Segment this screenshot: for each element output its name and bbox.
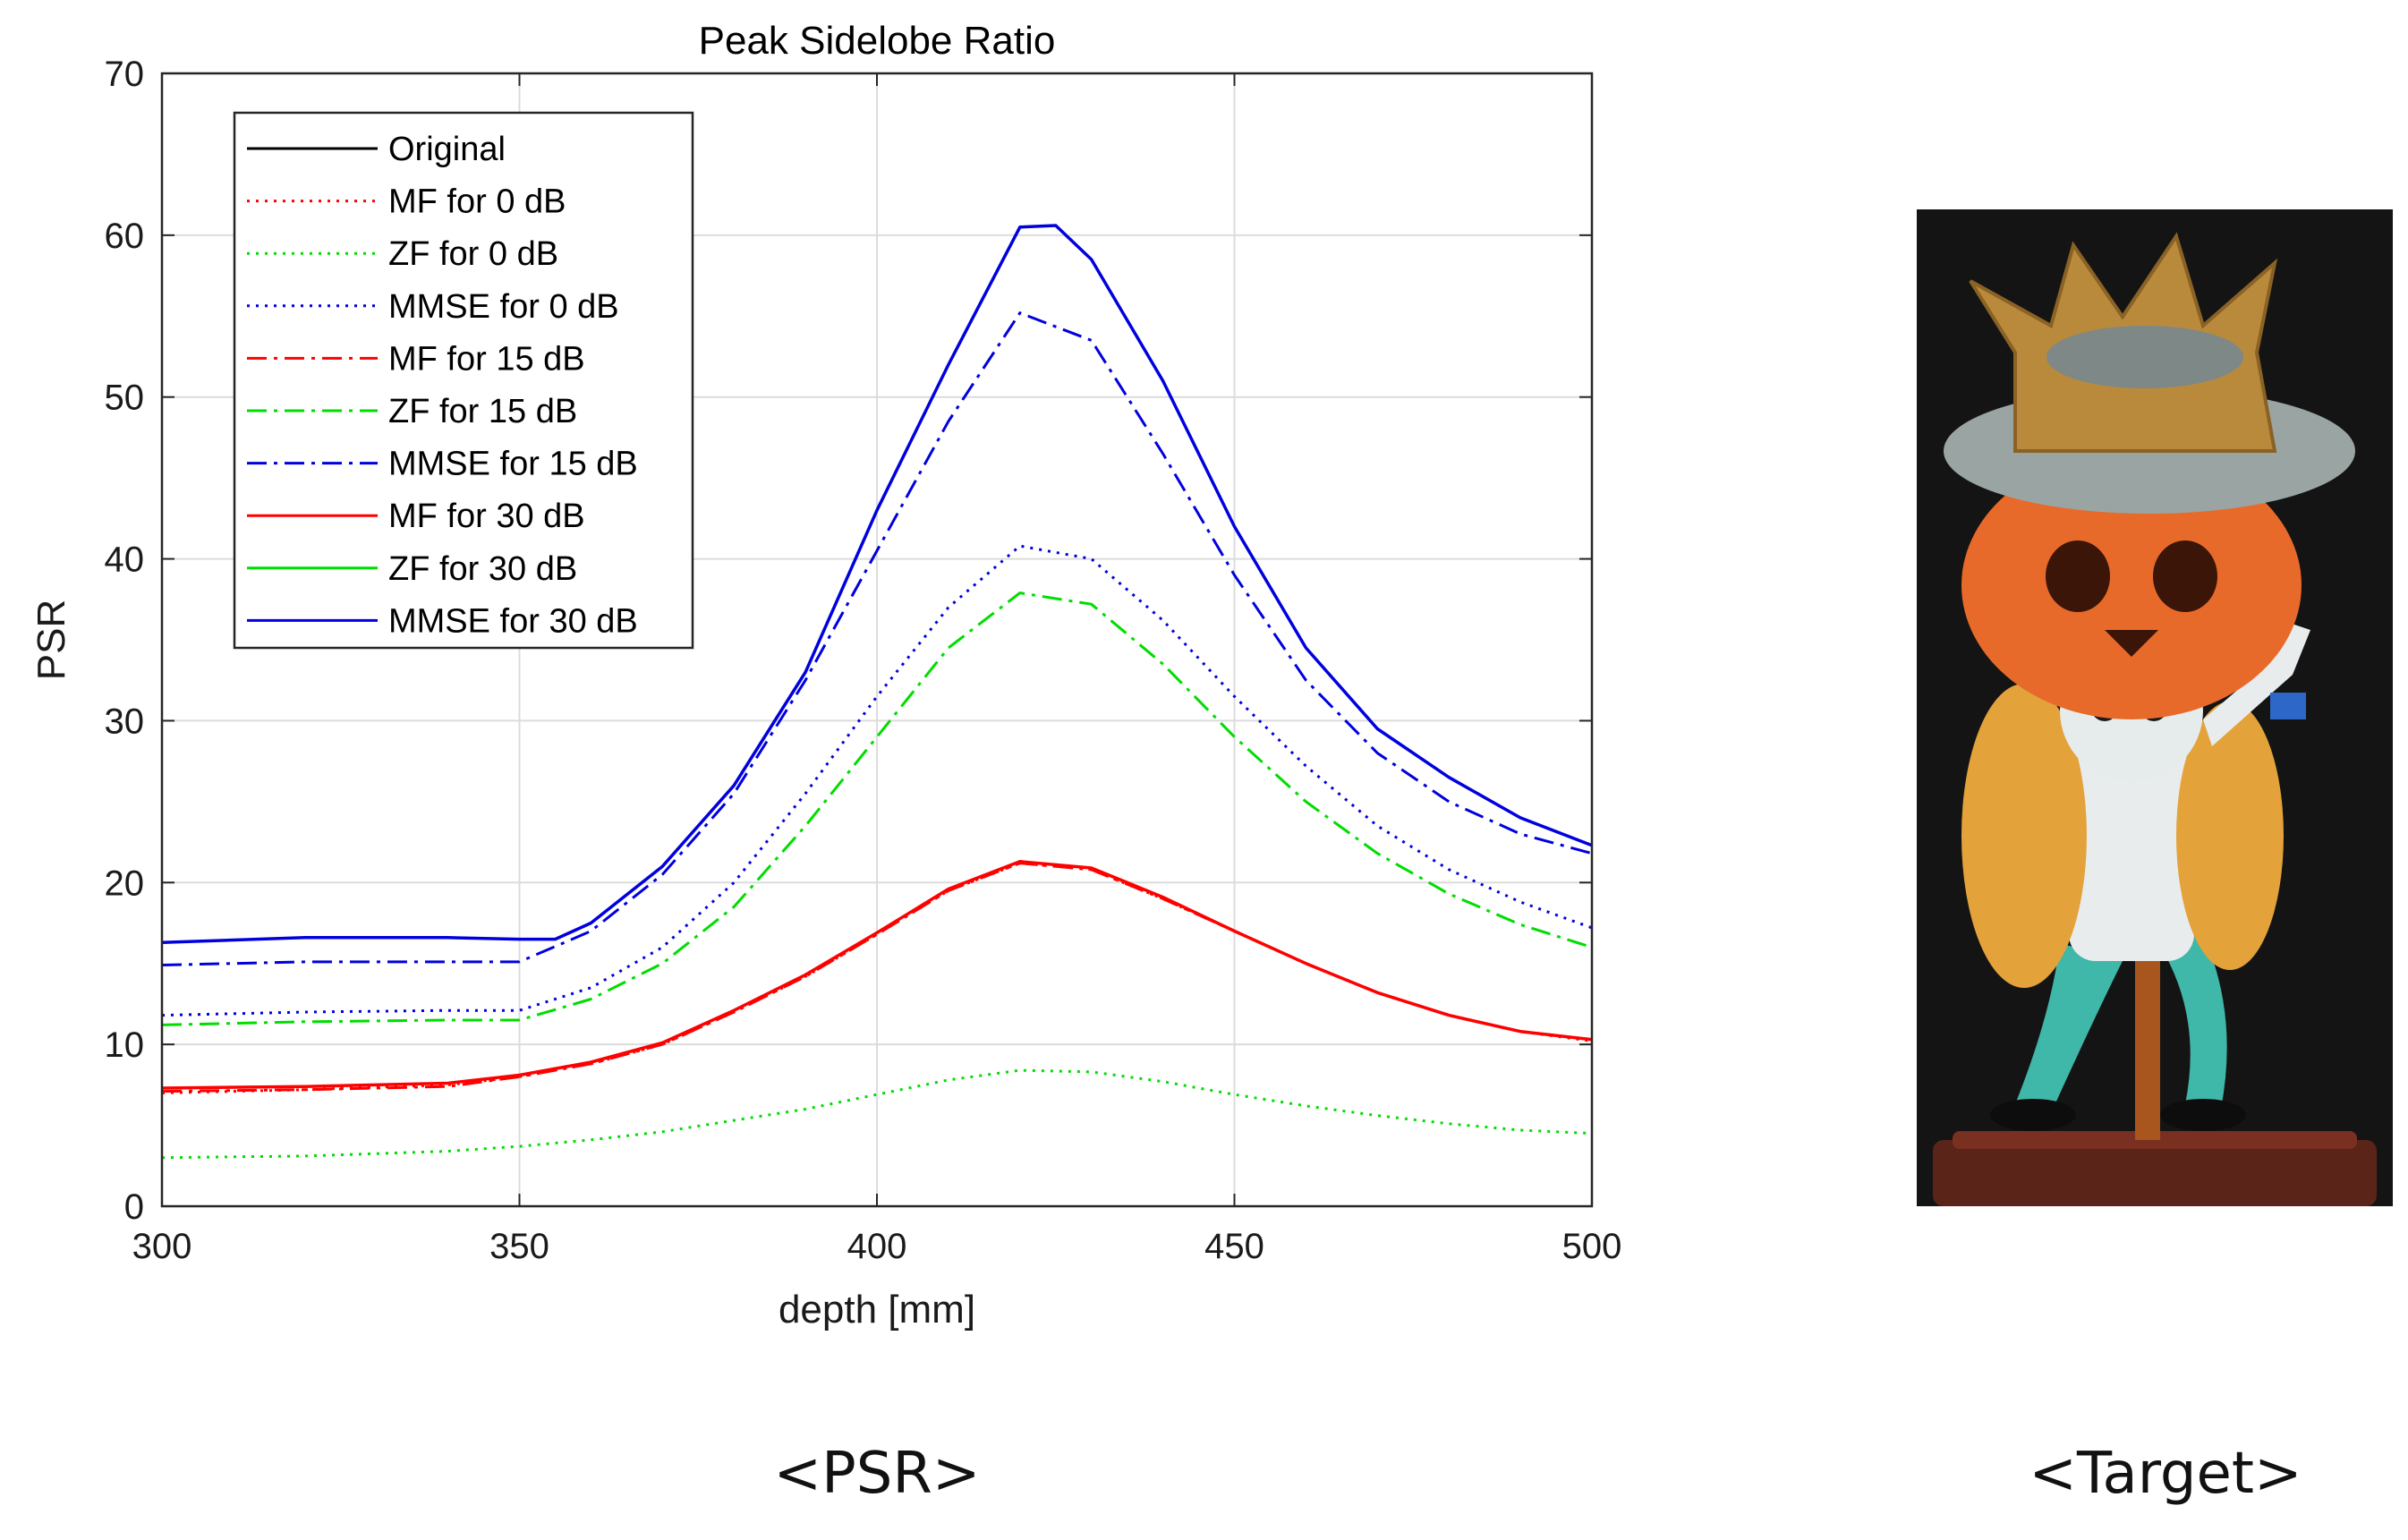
y-tick-label: 30 — [105, 702, 145, 741]
target-caption: <Target> — [2029, 1441, 2302, 1507]
y-axis-label: PSR — [30, 600, 73, 680]
axes-layer: 300 350 400 450 500 0 10 20 30 40 50 60 70 Peak Sidel… — [30, 19, 1621, 1332]
legend-label: ZF for 0 dB — [388, 235, 558, 273]
legend-label: ZF for 15 dB — [388, 393, 577, 430]
x-tick-label: 350 — [489, 1227, 549, 1266]
legend-label: Original — [388, 131, 506, 168]
legend-label: MMSE for 0 dB — [388, 288, 619, 326]
y-tick-label: 0 — [124, 1187, 144, 1227]
series-line-7 — [161, 860, 1593, 1090]
x-tick-label: 300 — [132, 1227, 192, 1266]
y-tick-label: 70 — [105, 55, 145, 94]
target-figurine-image — [1917, 209, 2393, 1206]
series-layer — [161, 224, 1593, 1160]
psr-caption: <PSR> — [773, 1441, 981, 1507]
x-tick-label: 400 — [847, 1227, 907, 1266]
series-line-3 — [161, 544, 1593, 1017]
legend: Original MF for 0 dB ZF for 0 dB MMSE for 0… — [233, 111, 694, 650]
series-line-6 — [161, 311, 1593, 966]
legend-label: MF for 0 dB — [388, 183, 566, 221]
y-tick-label: 20 — [105, 864, 145, 903]
chart-title: Peak Sidelobe Ratio — [699, 19, 1056, 63]
x-tick-label: 450 — [1204, 1227, 1264, 1266]
legend-label: MMSE for 30 dB — [388, 602, 638, 640]
series-line-5 — [161, 591, 1593, 1026]
y-tick-label: 40 — [105, 540, 145, 580]
series-line-9 — [161, 224, 1593, 944]
legend-label: MMSE for 15 dB — [388, 446, 638, 483]
y-tick-label: 60 — [105, 217, 145, 256]
y-tick-label: 10 — [105, 1025, 145, 1065]
legend-label: MF for 15 dB — [388, 340, 585, 378]
x-tick-label: 500 — [1562, 1227, 1622, 1266]
legend-label: MF for 30 dB — [388, 498, 585, 535]
y-tick-label: 50 — [105, 379, 145, 418]
x-axis-label: depth [mm] — [779, 1288, 975, 1332]
legend-label: ZF for 30 dB — [388, 550, 577, 588]
